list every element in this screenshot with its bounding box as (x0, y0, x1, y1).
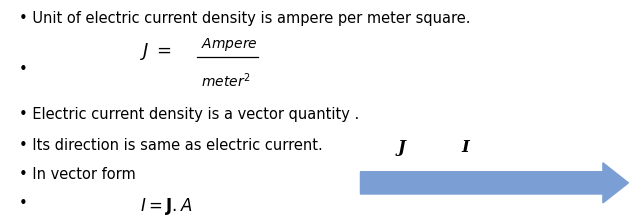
Text: I: I (462, 139, 470, 156)
Text: $J\;=$: $J\;=$ (140, 41, 172, 62)
Text: J: J (398, 139, 406, 156)
Text: • Electric current density is a vector quantity .: • Electric current density is a vector q… (19, 107, 359, 122)
Text: • In vector form: • In vector form (19, 167, 136, 182)
Text: $meter^2$: $meter^2$ (201, 71, 251, 90)
Text: •: • (19, 196, 28, 211)
FancyArrow shape (360, 163, 628, 203)
Text: $Ampere$: $Ampere$ (201, 36, 258, 53)
Text: •: • (19, 62, 28, 77)
Text: • Its direction is same as electric current.: • Its direction is same as electric curr… (19, 138, 323, 153)
Text: $I = \mathbf{J}.A$: $I = \mathbf{J}.A$ (140, 196, 193, 217)
Text: • Unit of electric current density is ampere per meter square.: • Unit of electric current density is am… (19, 11, 471, 26)
